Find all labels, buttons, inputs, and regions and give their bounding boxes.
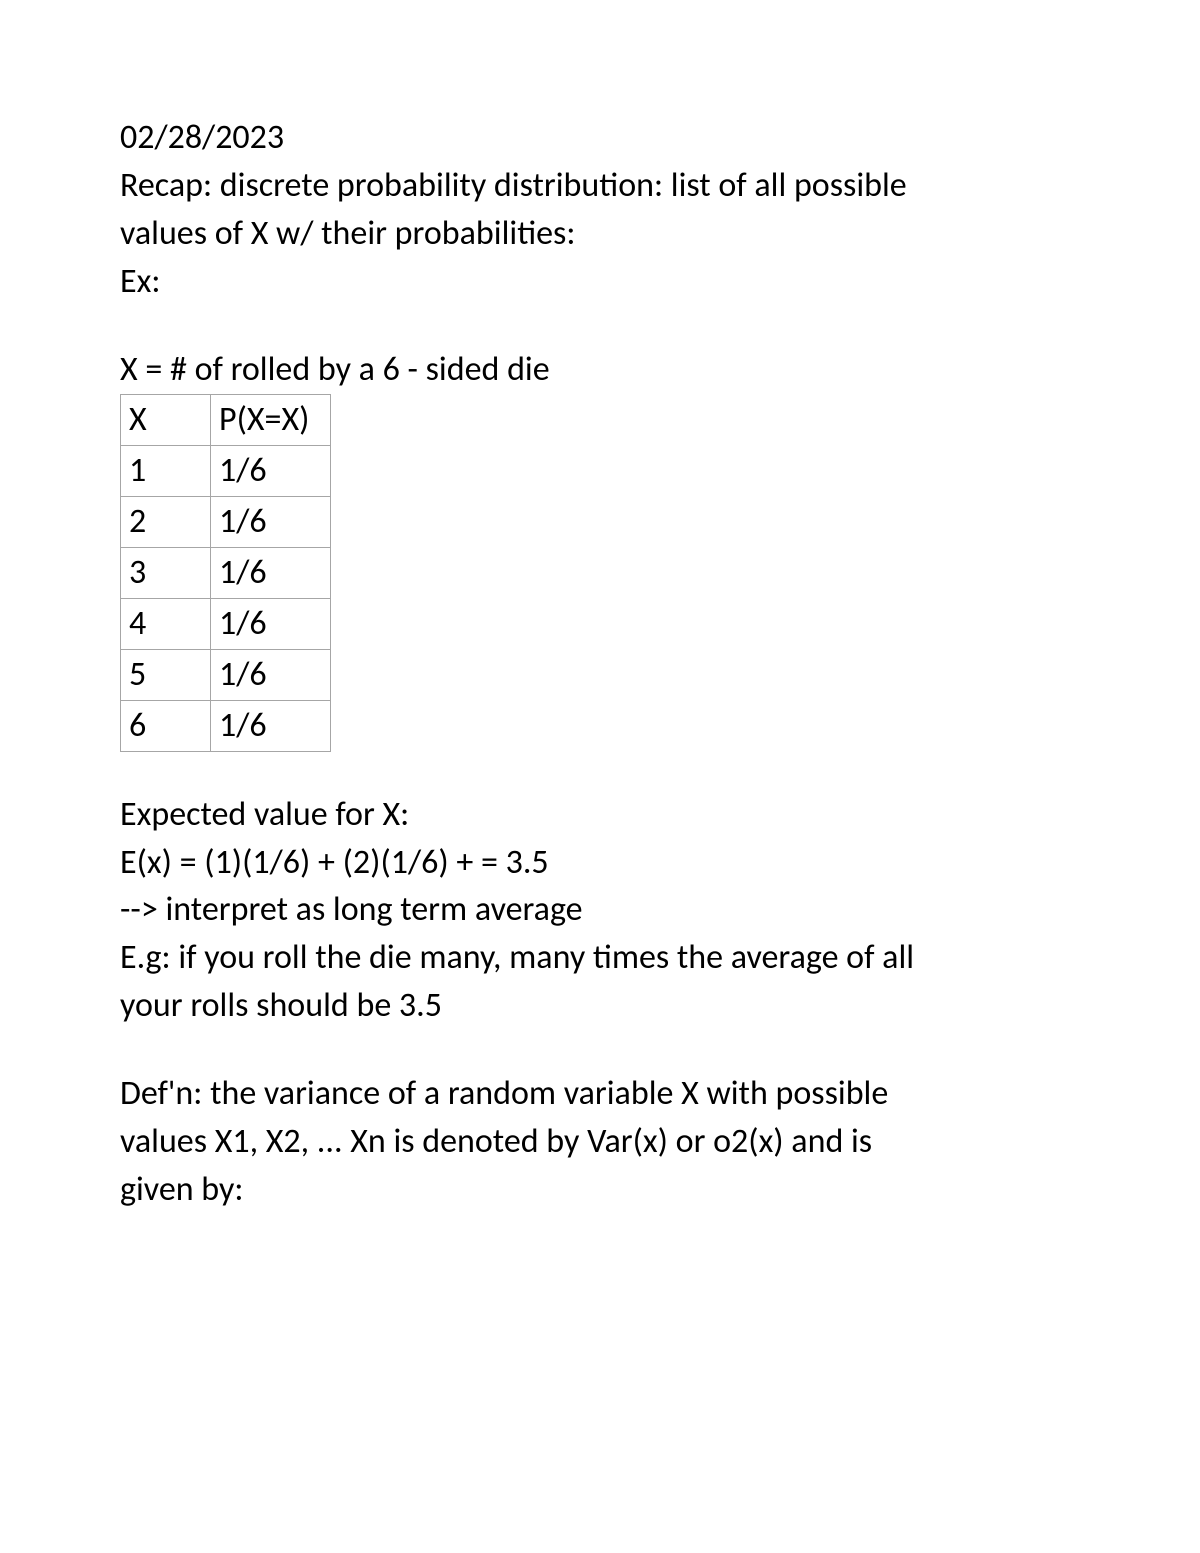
recap-text-line1: Recap: discrete probability distribution… [120, 163, 1080, 209]
table-row: 3 1/6 [121, 548, 331, 599]
table-row: 2 1/6 [121, 497, 331, 548]
table-cell: 6 [121, 700, 211, 751]
table-row: 4 1/6 [121, 599, 331, 650]
eg-line1: E.g: if you roll the die many, many time… [120, 935, 1080, 981]
table-cell: 1/6 [211, 446, 331, 497]
table-row: 6 1/6 [121, 700, 331, 751]
expected-value-title: Expected value for X: [120, 792, 1080, 838]
table-cell: 1/6 [211, 599, 331, 650]
table-cell: 1/6 [211, 649, 331, 700]
table-cell: 1/6 [211, 700, 331, 751]
table-cell: 2 [121, 497, 211, 548]
table-cell: 1 [121, 446, 211, 497]
defn-line3: given by: [120, 1167, 1080, 1213]
table-header-cell: P(X=X) [211, 395, 331, 446]
table-cell: 5 [121, 649, 211, 700]
example-title: X = # of rolled by a 6 - sided die [120, 347, 1080, 393]
spacer [120, 1031, 1080, 1071]
spacer [120, 307, 1080, 347]
expected-value-formula: E(x) = (1)(1/6) + (2)(1/6) + = 3.5 [120, 840, 1080, 886]
recap-text-line2: values of X w/ their probabilities: [120, 211, 1080, 257]
table-cell: 1/6 [211, 548, 331, 599]
table-header-cell: X [121, 395, 211, 446]
probability-table: X P(X=X) 1 1/6 2 1/6 3 1/6 4 1/6 5 1/6 6… [120, 394, 331, 751]
table-cell: 4 [121, 599, 211, 650]
date-text: 02/28/2023 [120, 115, 1080, 161]
defn-line2: values X1, X2, ... Xn is denoted by Var(… [120, 1119, 1080, 1165]
ex-label: Ex: [120, 259, 1080, 305]
table-row: 1 1/6 [121, 446, 331, 497]
table-row: X P(X=X) [121, 395, 331, 446]
table-cell: 3 [121, 548, 211, 599]
spacer [120, 752, 1080, 792]
interpret-line: --> interpret as long term average [120, 887, 1080, 933]
table-row: 5 1/6 [121, 649, 331, 700]
eg-line2: your rolls should be 3.5 [120, 983, 1080, 1029]
defn-line1: Def'n: the variance of a random variable… [120, 1071, 1080, 1117]
table-cell: 1/6 [211, 497, 331, 548]
